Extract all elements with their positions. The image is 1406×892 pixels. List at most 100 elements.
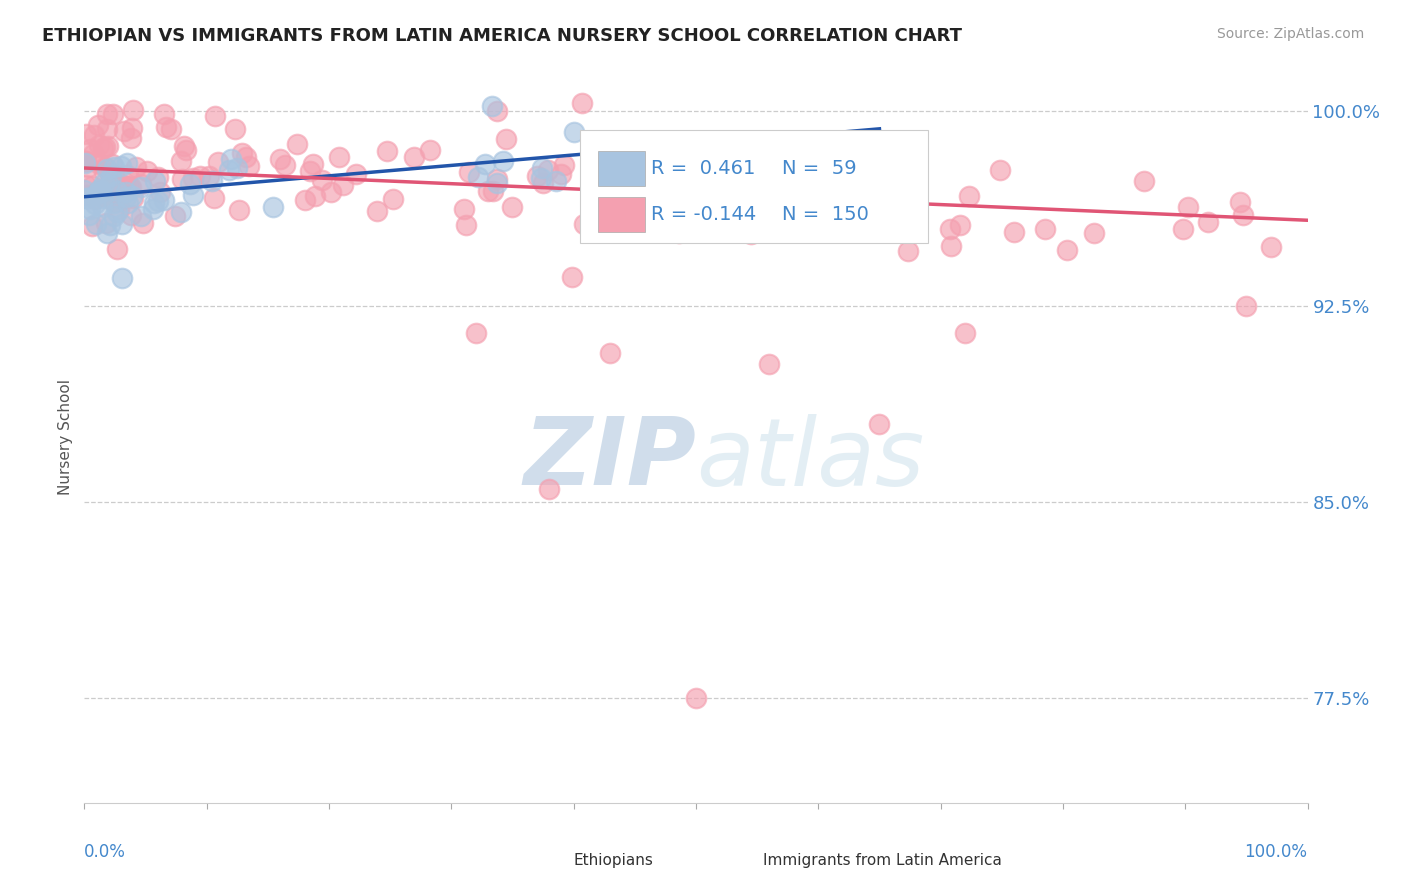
- Point: [1132, 174, 1154, 188]
- Point: [132, 216, 155, 230]
- Point: [118, 179, 141, 194]
- Point: [103, 194, 125, 209]
- Point: [170, 154, 193, 169]
- Point: [112, 178, 135, 192]
- Point: [536, 163, 558, 178]
- Point: [219, 153, 242, 167]
- Point: [550, 168, 572, 182]
- Point: [375, 144, 398, 158]
- Point: [1260, 240, 1282, 254]
- Point: [572, 217, 595, 231]
- Point: [495, 132, 517, 146]
- Point: [453, 202, 475, 216]
- Point: [75, 153, 97, 168]
- Point: [880, 211, 903, 226]
- Point: [617, 203, 640, 218]
- Point: [117, 196, 139, 211]
- Point: [228, 202, 250, 217]
- Point: [79, 208, 101, 222]
- Point: [114, 190, 136, 204]
- Point: [89, 182, 111, 196]
- Point: [533, 176, 555, 190]
- Point: [75, 178, 97, 192]
- Text: 100.0%: 100.0%: [1244, 843, 1308, 861]
- Point: [630, 158, 652, 172]
- Point: [93, 176, 115, 190]
- Point: [681, 139, 703, 153]
- Point: [501, 200, 523, 214]
- Point: [485, 171, 508, 186]
- Point: [110, 159, 132, 173]
- Point: [344, 167, 367, 181]
- Point: [96, 122, 118, 136]
- Point: [89, 138, 111, 153]
- Point: [73, 183, 96, 197]
- Point: [75, 153, 97, 168]
- Point: [188, 169, 211, 183]
- Point: [561, 270, 583, 285]
- Point: [553, 158, 575, 172]
- Point: [838, 155, 860, 169]
- Point: [93, 140, 115, 154]
- Point: [204, 110, 226, 124]
- Point: [218, 162, 240, 177]
- Point: [125, 160, 148, 174]
- Point: [456, 218, 478, 232]
- Point: [100, 169, 122, 183]
- Point: [1056, 243, 1078, 257]
- Point: [105, 205, 128, 219]
- Point: [155, 120, 177, 135]
- Point: [294, 193, 316, 207]
- Point: [758, 357, 780, 371]
- Point: [149, 185, 172, 199]
- Point: [87, 185, 110, 199]
- Point: [153, 106, 176, 120]
- Point: [121, 121, 143, 136]
- Point: [641, 153, 664, 167]
- Point: [492, 153, 515, 168]
- Point: [685, 691, 707, 706]
- Point: [179, 177, 201, 191]
- Point: [98, 178, 121, 193]
- Point: [474, 157, 496, 171]
- Point: [328, 150, 350, 164]
- Text: ZIP: ZIP: [523, 413, 696, 505]
- Point: [93, 165, 115, 179]
- Point: [91, 199, 114, 213]
- Point: [107, 194, 129, 208]
- Point: [274, 158, 297, 172]
- Point: [80, 179, 103, 194]
- Point: [319, 186, 342, 200]
- Point: [949, 218, 972, 232]
- Point: [1232, 208, 1254, 222]
- Point: [121, 189, 143, 203]
- Text: N =  150: N = 150: [782, 204, 869, 224]
- Text: atlas: atlas: [696, 414, 924, 505]
- Point: [599, 346, 621, 360]
- Point: [96, 215, 118, 229]
- Point: [122, 103, 145, 117]
- FancyBboxPatch shape: [522, 849, 568, 872]
- Point: [148, 169, 170, 184]
- Point: [953, 326, 976, 340]
- Point: [262, 200, 284, 214]
- Point: [146, 194, 169, 209]
- Point: [115, 179, 138, 194]
- Point: [108, 202, 131, 216]
- Point: [91, 191, 114, 205]
- Point: [740, 227, 762, 241]
- Point: [103, 209, 125, 223]
- Point: [897, 244, 920, 258]
- Point: [143, 196, 166, 211]
- Point: [644, 209, 666, 223]
- Point: [79, 202, 101, 217]
- Point: [122, 191, 145, 205]
- Point: [76, 191, 98, 205]
- Point: [90, 186, 112, 200]
- Point: [75, 127, 97, 141]
- Point: [103, 169, 125, 183]
- Point: [238, 159, 260, 173]
- FancyBboxPatch shape: [711, 849, 758, 872]
- Point: [486, 104, 509, 119]
- Point: [1171, 222, 1194, 236]
